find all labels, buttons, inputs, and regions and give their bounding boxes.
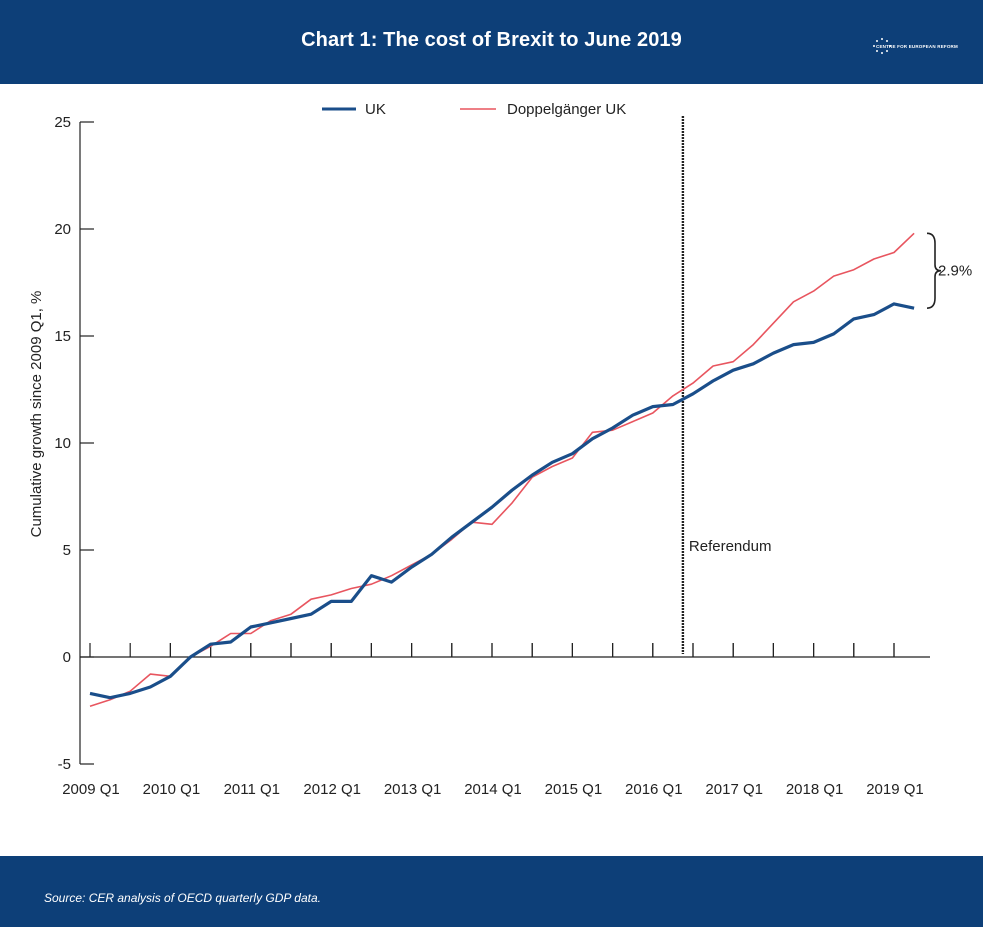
logo-stars-icon bbox=[873, 38, 891, 54]
cer-logo: CENTRE FOR EUROPEAN REFORM bbox=[868, 36, 978, 66]
y-tick-label: 25 bbox=[54, 114, 71, 131]
x-tick-label: 2016 Q1 bbox=[625, 781, 683, 798]
source-note: Source: CER analysis of OECD quarterly G… bbox=[44, 891, 321, 905]
y-tick-label: 10 bbox=[54, 435, 71, 452]
legend: UK Doppelgänger UK bbox=[322, 101, 626, 118]
logo-text: CENTRE FOR EUROPEAN REFORM bbox=[876, 44, 958, 49]
x-tick-label: 2014 Q1 bbox=[464, 781, 522, 798]
chart-footer: Source: CER analysis of OECD quarterly G… bbox=[0, 856, 983, 927]
chart-header: Chart 1: The cost of Brexit to June 2019… bbox=[0, 0, 983, 84]
gap-label: 2.9% bbox=[938, 263, 972, 280]
x-tick-label: 2012 Q1 bbox=[303, 781, 361, 798]
y-tick-label: -5 bbox=[58, 756, 71, 773]
x-tick-label: 2019 Q1 bbox=[866, 781, 924, 798]
x-tick-label: 2010 Q1 bbox=[143, 781, 201, 798]
doppelganger-series-line bbox=[89, 232, 915, 707]
x-tick-label: 2017 Q1 bbox=[705, 781, 763, 798]
x-tick-label: 2018 Q1 bbox=[786, 781, 844, 798]
x-axis: 2009 Q1 2010 Q1 2011 Q1 2012 Q1 2013 Q1 2014 … bbox=[62, 643, 930, 798]
legend-doppelganger-label: Doppelgänger UK bbox=[507, 101, 626, 118]
uk-series-line bbox=[89, 302, 915, 700]
x-tick-label: 2009 Q1 bbox=[62, 781, 120, 798]
y-tick-label: 15 bbox=[54, 328, 71, 345]
chart-title: Chart 1: The cost of Brexit to June 2019 bbox=[301, 29, 682, 51]
y-tick-label: 5 bbox=[63, 542, 71, 559]
y-tick-label: 0 bbox=[63, 649, 71, 666]
legend-uk-label: UK bbox=[365, 101, 386, 118]
referendum-label: Referendum bbox=[689, 538, 772, 555]
gap-brace bbox=[926, 232, 942, 309]
y-axis: -5 0 5 10 15 20 25 bbox=[54, 114, 94, 773]
x-tick-label: 2015 Q1 bbox=[545, 781, 603, 798]
line-chart: -5 0 5 10 15 20 25 2009 Q1 2010 Q1 2011 Q1 2012 Q… bbox=[28, 101, 972, 798]
series-lines bbox=[89, 232, 915, 707]
x-tick-label: 2013 Q1 bbox=[384, 781, 442, 798]
y-axis-label: Cumulative growth since 2009 Q1, % bbox=[28, 291, 45, 538]
x-tick-label: 2011 Q1 bbox=[224, 781, 280, 798]
y-tick-label: 20 bbox=[54, 221, 71, 238]
